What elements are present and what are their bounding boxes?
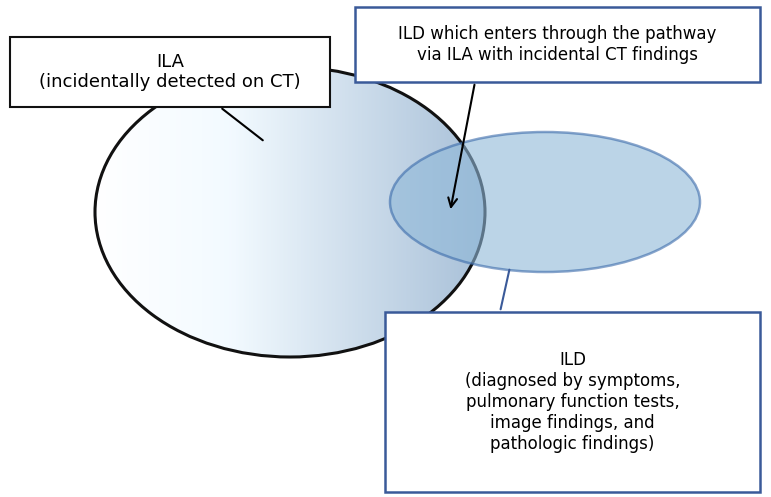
Ellipse shape <box>390 132 700 272</box>
FancyBboxPatch shape <box>385 312 760 492</box>
FancyBboxPatch shape <box>10 37 330 107</box>
FancyBboxPatch shape <box>355 7 760 82</box>
Text: ILD
(diagnosed by symptoms,
pulmonary function tests,
image findings, and
pathol: ILD (diagnosed by symptoms, pulmonary fu… <box>465 351 680 453</box>
Text: ILD which enters through the pathway
via ILA with incidental CT findings: ILD which enters through the pathway via… <box>399 25 717 64</box>
Text: ILA
(incidentally detected on CT): ILA (incidentally detected on CT) <box>39 53 301 91</box>
